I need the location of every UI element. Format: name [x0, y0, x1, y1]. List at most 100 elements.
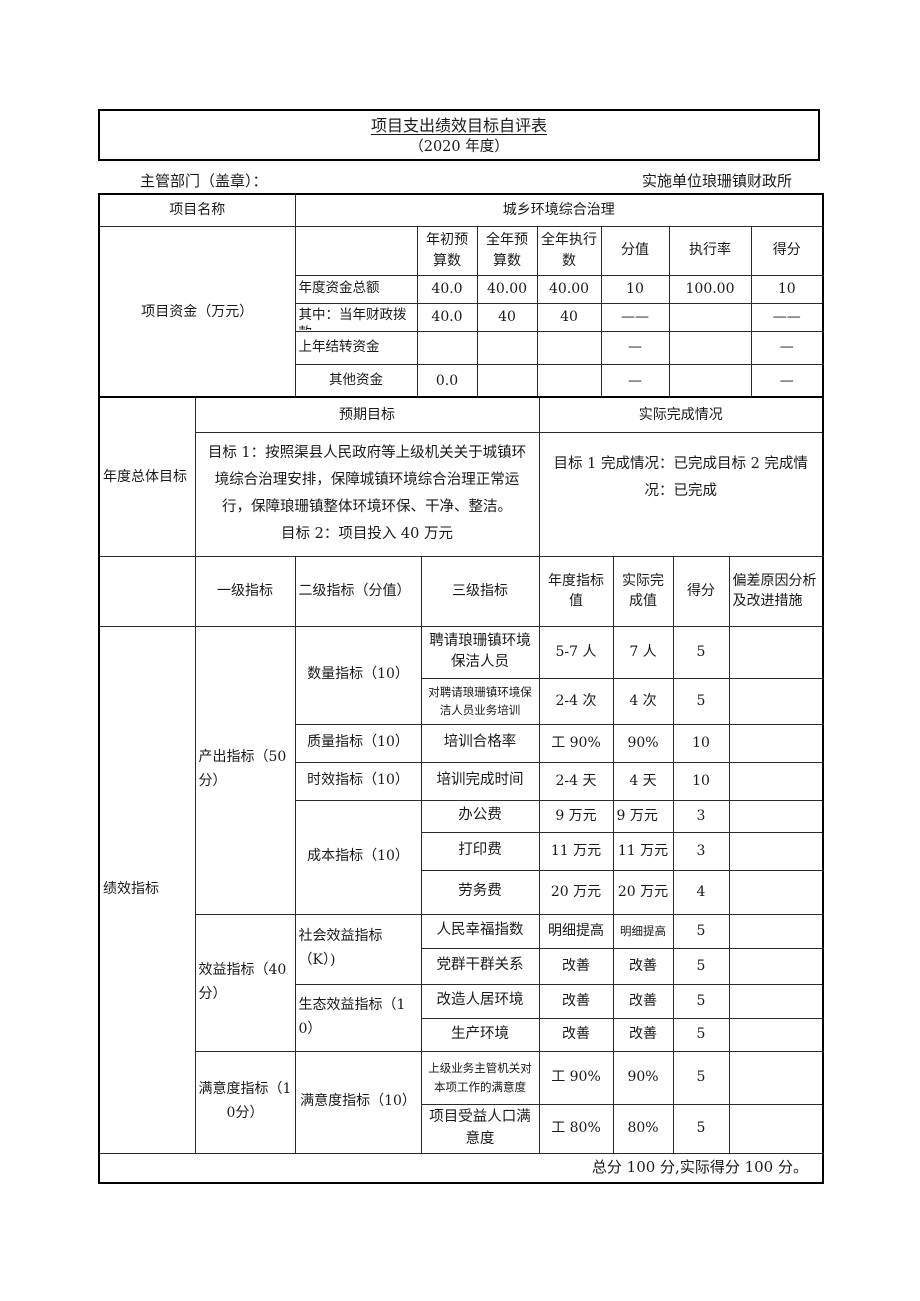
level1-benefit: 效益指标（40分） [194, 913, 296, 1052]
funding-cell-executed: 40.00 [536, 274, 602, 304]
indicator-target: 2-4 天 [538, 761, 614, 801]
funding-cell-score: 10 [750, 274, 824, 304]
indicator-name: 培训合格率 [420, 723, 540, 763]
indicator-name: 培训完成时间 [420, 761, 540, 801]
funding-section-label: 项目资金（万元） [98, 225, 296, 400]
indicator-actual: 90% [612, 723, 674, 763]
indicator-deviation [728, 913, 824, 949]
indicator-name: 上级业务主管机关对本项工作的满意度 [420, 1050, 540, 1105]
funding-cell-annual [476, 363, 538, 400]
funding-cell-initial: 40.0 [416, 274, 478, 304]
indicator-actual: 4 次 [612, 677, 674, 725]
indicator-row: 打印费 11 万元 11 万元 3 [99, 831, 824, 871]
funding-cell-score: —— [750, 302, 824, 332]
indicator-row: 满意度指标（10分） 满意度指标（10） 上级业务主管机关对本项工作的满意度 工… [99, 1050, 824, 1154]
indicator-deviation [728, 625, 824, 679]
indicator-score: 5 [672, 947, 730, 985]
goal-content-row: 目标 1：按照渠县人民政府等上级机关关于城镇环境综合治理安排，保障城镇环境综合治… [99, 431, 824, 557]
dept-unit-row: 主管部门（盖章）： 实施单位琅珊镇财政所 [98, 171, 822, 191]
funding-row-current-alloc: 其中：当年财政拨款 40.0 40 40 —— —— [99, 302, 824, 332]
indicator-row: 党群干群关系 改善 改善 5 [99, 947, 824, 985]
indicators-header-row: 一级指标 二级指标（分值） 三级指标 年度指标值 实际完成值 得分 偏差原因分析… [98, 555, 824, 627]
indicator-name: 劳务费 [420, 869, 540, 915]
indicator-name: 项目受益人口满意度 [420, 1103, 540, 1154]
level2-ecological: 生态效益指标（10） [294, 983, 422, 1052]
funding-cell-annual: 40.00 [476, 274, 538, 304]
indicator-score: 5 [672, 913, 730, 949]
indicator-name: 党群干群关系 [420, 947, 540, 985]
indicator-deviation [728, 1050, 824, 1105]
indicator-target: 明细提高 [538, 913, 614, 949]
total-score-row: 总分 100 分,实际得分 100 分。 [98, 1152, 824, 1184]
indicator-deviation [728, 983, 824, 1019]
project-name-value: 城乡环境综合治理 [294, 193, 824, 227]
indicator-score: 10 [672, 723, 730, 763]
funding-cell-executed [536, 330, 602, 365]
total-score-text: 总分 100 分,实际得分 100 分。 [98, 1152, 824, 1184]
indicator-score: 4 [672, 869, 730, 915]
indicator-actual: 11 万元 [612, 831, 674, 871]
indicator-score: 5 [672, 625, 730, 679]
indicator-actual: 7 人 [612, 625, 674, 679]
level2-cost: 成本指标（10） [294, 799, 422, 915]
indicator-deviation [728, 1017, 824, 1052]
funding-cell-points: — [600, 363, 670, 400]
indicator-actual: 改善 [612, 983, 674, 1019]
indicator-name: 聘请琅珊镇环境保洁人员 [420, 625, 540, 679]
page-title: 项目支出绩效目标自评表 [370, 116, 547, 135]
indicator-actual: 4 天 [612, 761, 674, 801]
funding-row-other: 其他资金 0.0 — — [99, 363, 824, 400]
funding-row-label: 上年结转资金 [294, 330, 418, 365]
funding-cell-exec-rate [668, 302, 752, 332]
funding-header-score: 得分 [750, 225, 824, 276]
indicator-deviation [728, 799, 824, 833]
indicator-deviation [728, 869, 824, 915]
indicator-deviation [728, 677, 824, 725]
indicator-actual: 改善 [612, 947, 674, 985]
indicator-actual: 9 万元 [612, 799, 674, 833]
indicator-score: 5 [672, 1050, 730, 1105]
funding-header-points: 分值 [600, 225, 670, 276]
funding-cell-exec-rate [668, 363, 752, 400]
funding-header-executed: 全年执行数 [536, 225, 602, 276]
goal-expected-text: 目标 1：按照渠县人民政府等上级机关关于城镇环境综合治理安排，保障城镇环境综合治… [194, 431, 540, 557]
indicator-target: 改善 [538, 1017, 614, 1052]
level2-satisfaction: 满意度指标（10） [294, 1050, 422, 1154]
funding-cell-executed [536, 363, 602, 400]
indicator-name: 生产环境 [420, 1017, 540, 1052]
indicator-deviation [728, 831, 824, 871]
indicator-score: 10 [672, 761, 730, 801]
indicators-section-label: 绩效指标 [98, 625, 196, 1154]
funding-header-exec-rate: 执行率 [668, 225, 752, 276]
indicator-actual: 20 万元 [612, 869, 674, 915]
goal-actual-text: 目标 1 完成情况：已完成目标 2 完成情况：已完成 [538, 431, 824, 557]
indicator-actual: 改善 [612, 1017, 674, 1052]
funding-cell-score: — [750, 363, 824, 400]
funding-row-label: 年度资金总额 [294, 274, 418, 304]
indicator-actual: 80% [612, 1103, 674, 1154]
project-name-row: 项目名称 城乡环境综合治理 [98, 193, 824, 227]
indicator-name: 办公费 [420, 799, 540, 833]
level2-social: 社会效益指标（K）) [294, 913, 422, 985]
funding-header-blank [294, 225, 418, 276]
indicators-header-blank [98, 555, 196, 627]
funding-cell-annual: 40 [476, 302, 538, 332]
funding-cell-annual [476, 330, 538, 365]
indicator-row: 绩效指标 产出指标（50分） 数量指标（10） 聘请琅珊镇环境保洁人员 5-7 … [98, 625, 824, 1154]
funding-cell-initial: 40.0 [416, 302, 478, 332]
funding-cell-points: —— [600, 302, 670, 332]
indicator-row: 质量指标（10） 培训合格率 工 90% 90% 10 [99, 723, 824, 763]
indicator-name: 对聘请琅珊镇环境保洁人员业务培训 [420, 677, 540, 725]
funding-cell-executed: 40 [536, 302, 602, 332]
indicator-target: 改善 [538, 983, 614, 1019]
indicator-score: 3 [672, 831, 730, 871]
funding-cell-score: — [750, 330, 824, 365]
indicator-actual: 明细提高 [612, 913, 674, 949]
indicator-score: 5 [672, 1103, 730, 1154]
funding-header-annual-budget: 全年预算数 [476, 225, 538, 276]
project-name-label: 项目名称 [98, 193, 296, 227]
indicator-deviation [728, 1103, 824, 1154]
indicator-actual: 90% [612, 1050, 674, 1105]
indicator-score: 5 [672, 983, 730, 1019]
indicators-header-target: 年度指标值 [538, 555, 614, 627]
